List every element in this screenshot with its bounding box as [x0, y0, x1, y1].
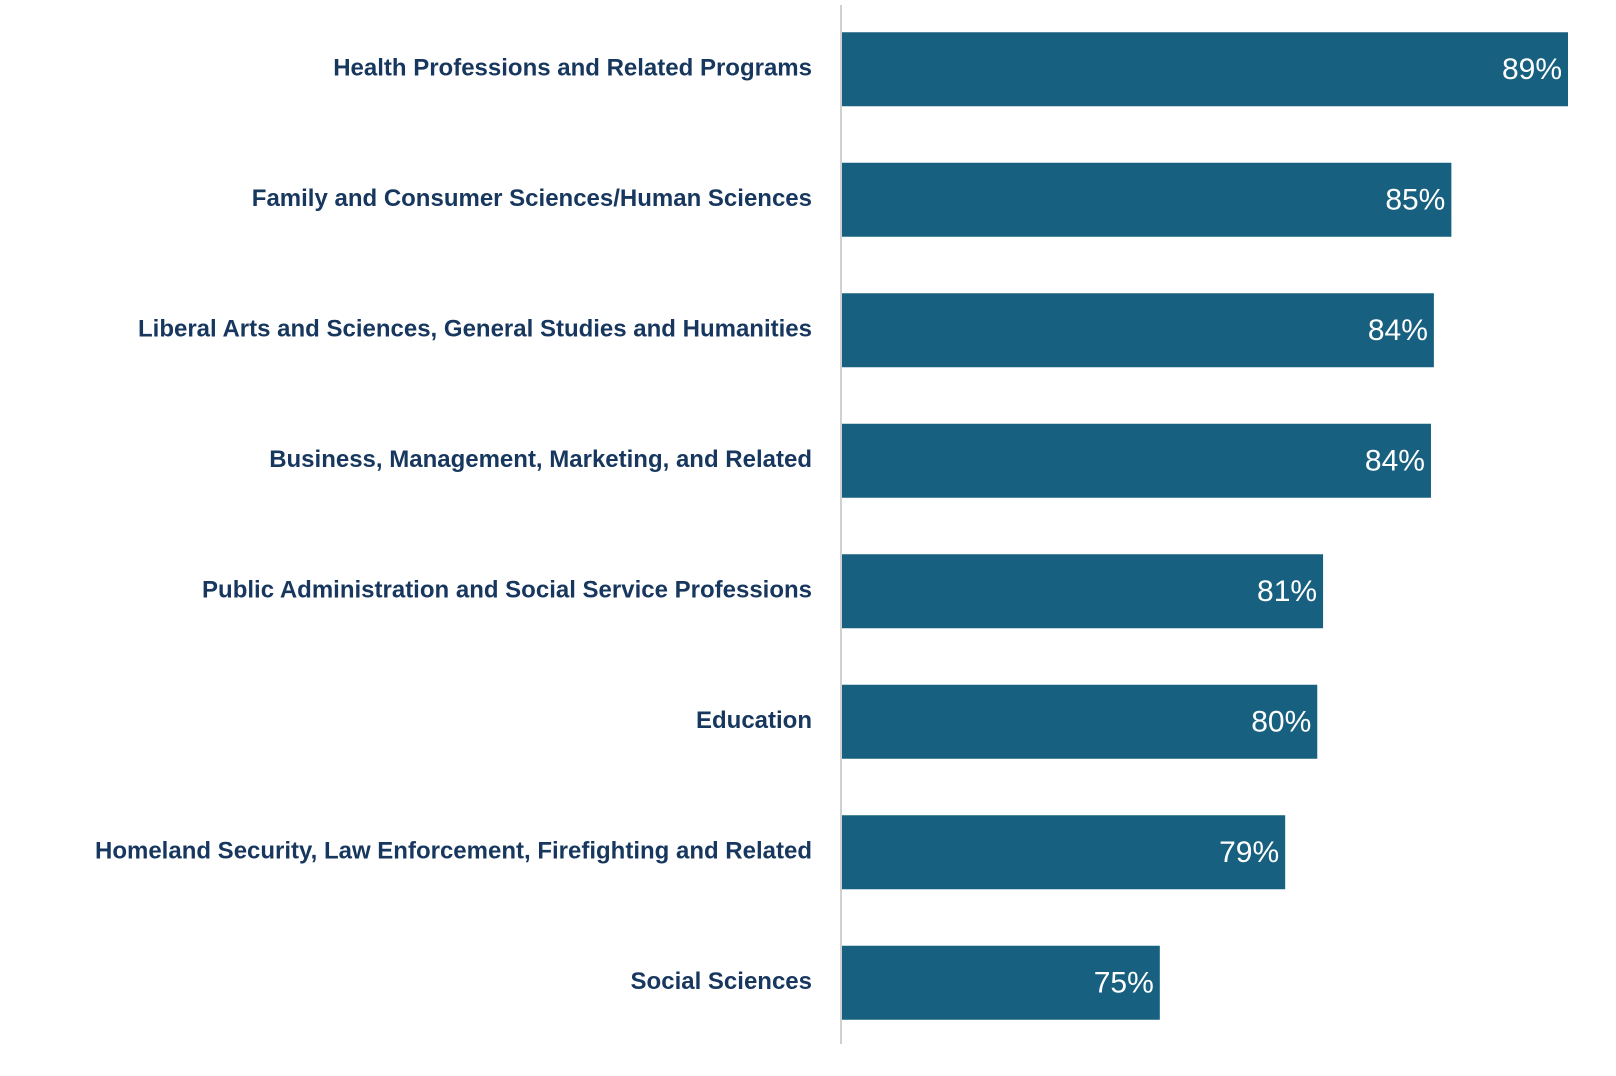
value-label: 75% — [1094, 967, 1154, 1000]
category-label: Liberal Arts and Sciences, General Studi… — [138, 316, 812, 343]
bar — [842, 32, 1568, 107]
value-label: 84% — [1365, 445, 1425, 478]
value-label: 89% — [1502, 53, 1562, 86]
bar — [842, 162, 1452, 237]
category-label: Social Sciences — [631, 968, 812, 995]
value-label: 85% — [1385, 184, 1445, 217]
category-label: Family and Consumer Sciences/Human Scien… — [252, 185, 812, 212]
value-label: 79% — [1219, 836, 1279, 869]
value-label: 80% — [1251, 706, 1311, 739]
category-label: Public Administration and Social Service… — [202, 577, 812, 604]
value-label: 81% — [1257, 575, 1317, 608]
bar — [842, 684, 1318, 759]
category-label: Homeland Security, Law Enforcement, Fire… — [95, 838, 812, 865]
bar — [842, 554, 1324, 629]
category-label: Education — [696, 707, 812, 734]
bar — [842, 815, 1286, 890]
bar — [842, 945, 1160, 1020]
bar — [842, 423, 1431, 498]
category-label: Business, Management, Marketing, and Rel… — [269, 446, 812, 473]
value-label: 84% — [1368, 314, 1428, 347]
category-label: Health Professions and Related Programs — [333, 55, 812, 82]
bar — [842, 293, 1434, 368]
